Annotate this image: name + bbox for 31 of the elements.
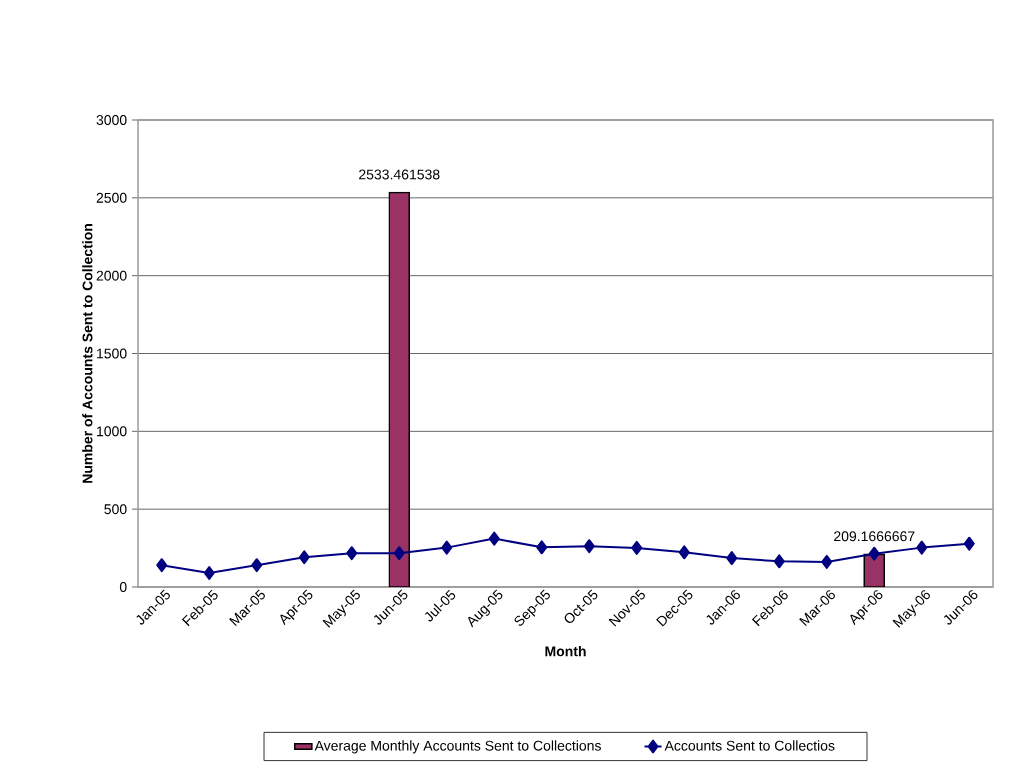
point (726, 551, 738, 566)
point (346, 546, 358, 561)
point (393, 546, 405, 561)
y-tick-label: 1000 (97, 426, 127, 437)
point (868, 546, 880, 561)
point (821, 554, 833, 569)
y-tick-label: 2000 (96, 270, 127, 281)
point (441, 540, 453, 555)
y-tick-label: 1500 (97, 348, 127, 359)
point (963, 536, 975, 551)
point (773, 554, 785, 569)
point (678, 545, 690, 560)
point (536, 540, 548, 555)
legend-label: Accounts Sent to Collectios (664, 740, 835, 751)
y-tick-label: 0 (119, 582, 127, 592)
point (916, 540, 928, 555)
y-tick-label: 500 (104, 504, 127, 515)
x-axis-title: Month (545, 646, 586, 657)
point (251, 558, 263, 573)
data-label: 2533.461538 (359, 169, 440, 180)
y-axis-title: Number of Accounts Sent to Collection (82, 224, 93, 483)
point (631, 540, 643, 555)
point (488, 531, 500, 546)
point (298, 550, 310, 565)
legend-label: Average Monthly Accounts Sent to Collections (314, 740, 601, 754)
point (203, 565, 215, 580)
data-label: 209.1666667 (834, 531, 915, 542)
y-tick-label: 3000 (96, 115, 127, 125)
y-tick-label: 2500 (96, 192, 127, 203)
point (583, 539, 595, 554)
point (156, 558, 168, 573)
